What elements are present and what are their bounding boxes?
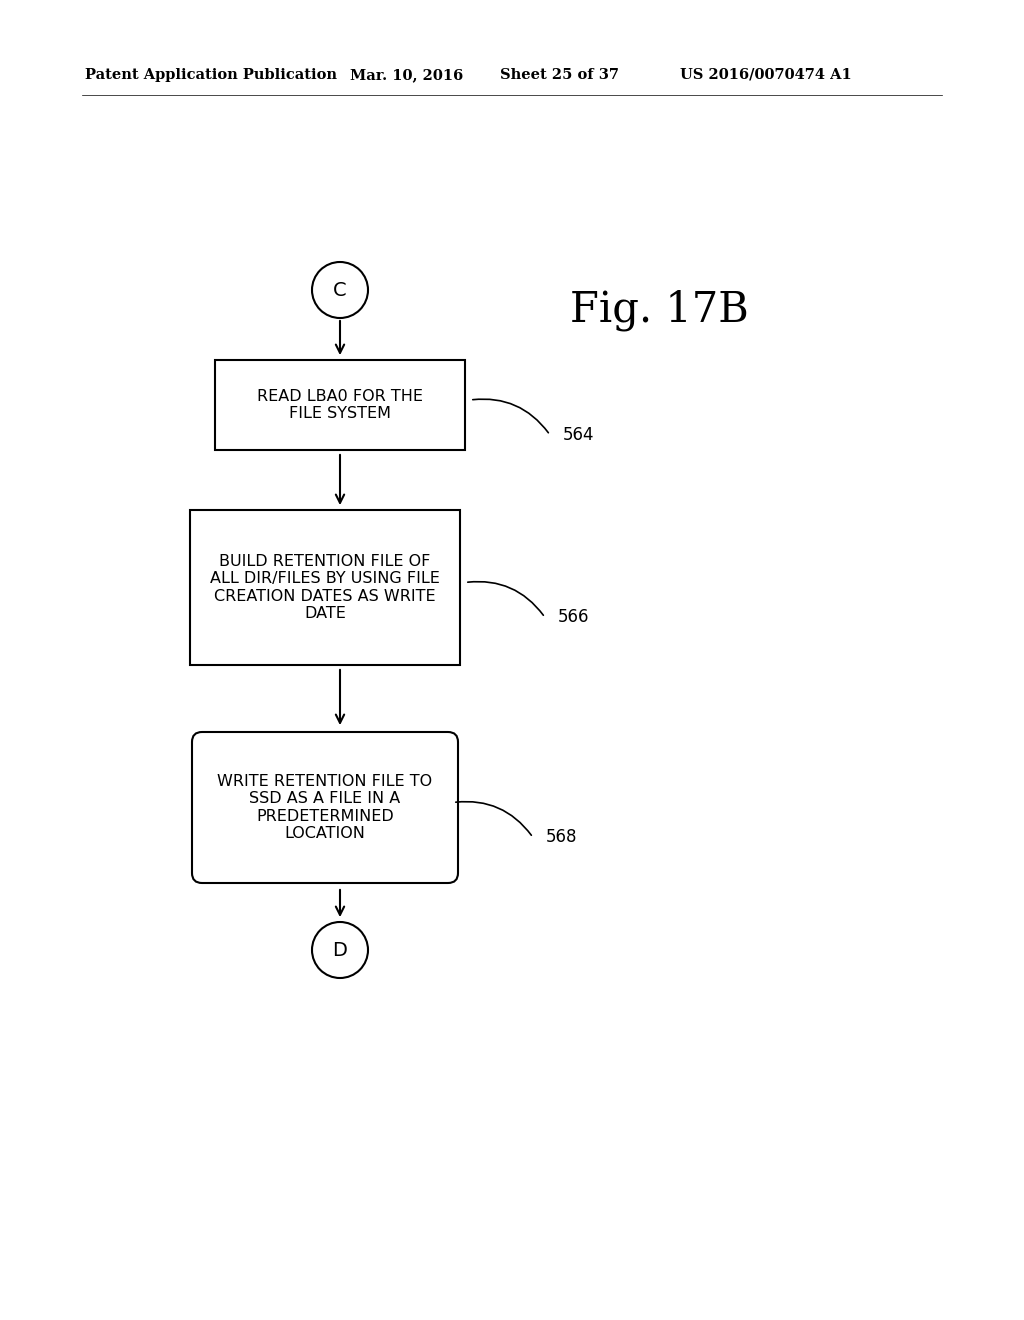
FancyBboxPatch shape bbox=[193, 733, 458, 883]
Bar bbox=[190, 510, 460, 665]
Text: WRITE RETENTION FILE TO
SSD AS A FILE IN A
PREDETERMINED
LOCATION: WRITE RETENTION FILE TO SSD AS A FILE IN… bbox=[217, 774, 432, 841]
Text: US 2016/0070474 A1: US 2016/0070474 A1 bbox=[680, 69, 852, 82]
Text: BUILD RETENTION FILE OF
ALL DIR/FILES BY USING FILE
CREATION DATES AS WRITE
DATE: BUILD RETENTION FILE OF ALL DIR/FILES BY… bbox=[210, 554, 440, 622]
Text: Patent Application Publication: Patent Application Publication bbox=[85, 69, 337, 82]
Text: Mar. 10, 2016: Mar. 10, 2016 bbox=[350, 69, 463, 82]
Text: Sheet 25 of 37: Sheet 25 of 37 bbox=[500, 69, 618, 82]
Text: 568: 568 bbox=[546, 829, 578, 846]
Text: READ LBA0 FOR THE
FILE SYSTEM: READ LBA0 FOR THE FILE SYSTEM bbox=[257, 389, 423, 421]
Text: D: D bbox=[333, 940, 347, 960]
Text: Fig. 17B: Fig. 17B bbox=[570, 289, 749, 331]
Bar bbox=[215, 360, 465, 450]
Text: 564: 564 bbox=[563, 426, 595, 444]
Text: 566: 566 bbox=[558, 609, 590, 627]
Text: C: C bbox=[333, 281, 347, 300]
